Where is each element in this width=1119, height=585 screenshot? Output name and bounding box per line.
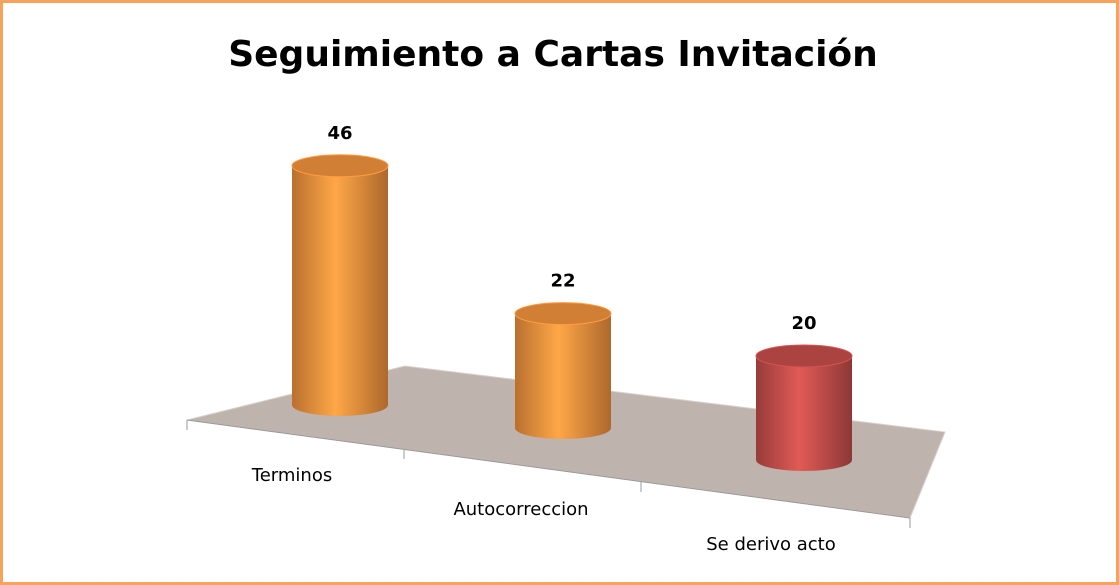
cylinder-body (756, 356, 852, 471)
value-label: 20 (791, 313, 816, 334)
value-label: 22 (550, 271, 575, 292)
axis-line (186, 419, 911, 519)
cylinder-body (515, 313, 611, 439)
x-tick-label: Autocorreccion (453, 499, 588, 520)
cylinder-top (291, 154, 389, 178)
x-tick-label: Terminos (251, 465, 332, 486)
value-label: 46 (327, 123, 352, 144)
cylinder-body (292, 165, 388, 416)
cylinder-top (514, 302, 612, 326)
bar (755, 344, 853, 471)
bar (514, 302, 612, 439)
x-tick-label: Se derivo acto (706, 534, 836, 555)
bar (291, 154, 389, 416)
cylinder-top (755, 344, 853, 368)
x-axis (186, 419, 911, 528)
chart-title: Seguimiento a Cartas Invitación (228, 34, 878, 75)
